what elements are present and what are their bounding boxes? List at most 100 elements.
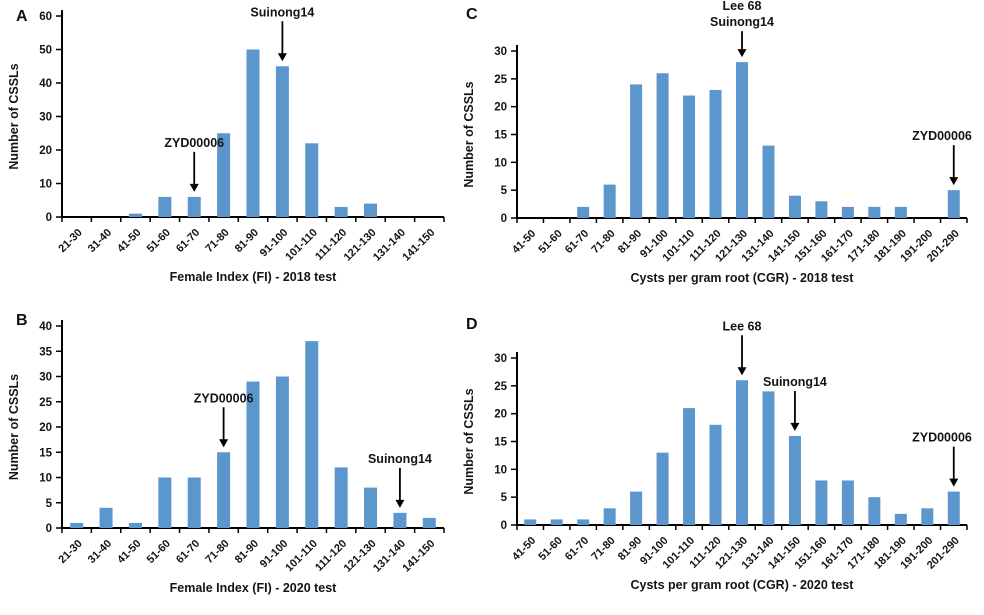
- bar-151-160: [815, 201, 828, 218]
- bar-121-130: [364, 487, 378, 528]
- bar-61-70: [187, 196, 201, 217]
- x-category-label: 51-60: [145, 538, 173, 566]
- y-tick-label: 20: [494, 102, 507, 114]
- bar-141-150: [788, 195, 801, 218]
- y-tick-label: 10: [39, 473, 52, 485]
- y-tick-label: 25: [39, 397, 52, 409]
- annotation-text: ZYD00006: [912, 129, 972, 143]
- y-tick-label: 20: [39, 145, 52, 157]
- annotation-arrowhead: [189, 183, 199, 192]
- annotation-text: Suinong14: [368, 452, 432, 466]
- bar-71-80: [217, 133, 231, 217]
- bar-111-120: [709, 424, 722, 525]
- annotation-text: ZYD00006: [912, 431, 972, 445]
- bar-101-110: [683, 408, 696, 525]
- bar-171-180: [868, 206, 881, 218]
- bar-161-170: [841, 480, 854, 525]
- bar-71-80: [603, 184, 616, 218]
- bar-151-160: [815, 480, 828, 525]
- x-category-label: 31-40: [86, 538, 114, 566]
- y-tick-label: 20: [494, 409, 507, 421]
- x-category-label: 51-60: [145, 227, 173, 255]
- bar-191-200: [921, 508, 934, 525]
- x-axis-title: Cysts per gram root (CGR) - 2018 test: [631, 271, 855, 285]
- y-tick-label: 0: [46, 212, 52, 224]
- x-axis-title: Female Index (FI) - 2020 test: [170, 581, 338, 595]
- y-tick-label: 40: [39, 321, 52, 333]
- panel-b-label: B: [16, 312, 28, 329]
- bar-121-130: [736, 380, 748, 525]
- bar-111-120: [334, 467, 348, 528]
- x-category-label: 61-70: [174, 227, 202, 255]
- y-tick-label: 5: [501, 185, 508, 197]
- bar-91-100: [656, 73, 669, 219]
- y-tick-label: 5: [501, 492, 508, 504]
- x-axis-title: Female Index (FI) - 2018 test: [170, 270, 338, 284]
- bar-131-140: [762, 391, 775, 525]
- bar-101-110: [305, 143, 319, 217]
- annotation-arrowhead: [949, 177, 959, 186]
- annotation-arrowhead: [737, 49, 747, 58]
- bar-51-60: [550, 519, 563, 525]
- panel-a-label: A: [16, 8, 28, 25]
- y-tick-label: 25: [494, 381, 507, 393]
- bar-181-190: [894, 206, 907, 218]
- panel-d-chart: 05101520253041-5051-6061-7071-8081-9091-…: [462, 319, 972, 592]
- annotation-arrowhead: [737, 367, 747, 376]
- x-category-label: 141-150: [400, 227, 437, 264]
- y-tick-label: 15: [494, 437, 507, 449]
- annotation-arrowhead: [277, 53, 287, 62]
- bar-81-90: [246, 381, 260, 528]
- x-axis-title: Cysts per gram root (CGR) - 2020 test: [631, 578, 855, 592]
- x-category-label: 31-40: [86, 227, 114, 255]
- x-category-label: 71-80: [203, 538, 231, 566]
- bar-111-120: [334, 206, 348, 217]
- x-category-label: 21-30: [56, 538, 84, 566]
- x-category-label: 141-150: [400, 538, 437, 575]
- bar-21-30: [70, 522, 84, 528]
- bar-71-80: [603, 508, 616, 525]
- annotation-arrowhead: [949, 478, 959, 487]
- y-axis-title: Number of CSSLs: [462, 388, 476, 494]
- bar-31-40: [99, 507, 113, 528]
- bar-181-190: [894, 513, 907, 525]
- y-tick-label: 0: [501, 213, 507, 225]
- y-tick-label: 35: [39, 346, 52, 358]
- annotation-arrowhead: [790, 422, 800, 431]
- x-category-label: 51-60: [536, 535, 564, 563]
- bar-201-290: [947, 491, 960, 525]
- bar-91-100: [656, 452, 669, 525]
- x-category-label: 61-70: [563, 228, 591, 256]
- bar-111-120: [709, 89, 722, 218]
- y-tick-label: 10: [494, 464, 507, 476]
- x-category-label: 71-80: [589, 535, 617, 563]
- bar-61-70: [577, 519, 590, 525]
- annotation-arrowhead: [395, 499, 405, 508]
- y-tick-label: 40: [39, 78, 52, 90]
- bar-121-130: [736, 62, 748, 219]
- y-tick-label: 30: [494, 46, 507, 58]
- bar-171-180: [868, 497, 881, 525]
- y-tick-label: 0: [501, 520, 507, 532]
- y-axis-title: Number of CSSLs: [7, 63, 21, 169]
- bar-41-50: [128, 213, 142, 217]
- x-category-label: 101-110: [283, 227, 320, 264]
- y-tick-label: 15: [39, 447, 52, 459]
- panel-c-label: C: [466, 6, 478, 23]
- x-category-label: 51-60: [536, 228, 564, 256]
- bar-141-150: [422, 517, 436, 528]
- panel-c-chart: 05101520253041-5051-6061-7071-8081-9091-…: [462, 0, 972, 285]
- x-category-label: 71-80: [203, 227, 231, 255]
- x-category-label: 61-70: [174, 538, 202, 566]
- bar-131-140: [393, 512, 407, 528]
- y-tick-label: 0: [46, 523, 52, 535]
- y-tick-label: 5: [46, 498, 53, 510]
- annotation-text: Lee 68: [723, 319, 762, 333]
- x-category-label: 41-50: [510, 535, 538, 563]
- y-tick-label: 30: [39, 372, 52, 384]
- y-tick-label: 30: [39, 112, 52, 124]
- bar-101-110: [305, 341, 319, 528]
- y-axis-title: Number of CSSLs: [7, 374, 21, 480]
- bar-101-110: [683, 95, 696, 218]
- y-tick-label: 30: [494, 353, 507, 365]
